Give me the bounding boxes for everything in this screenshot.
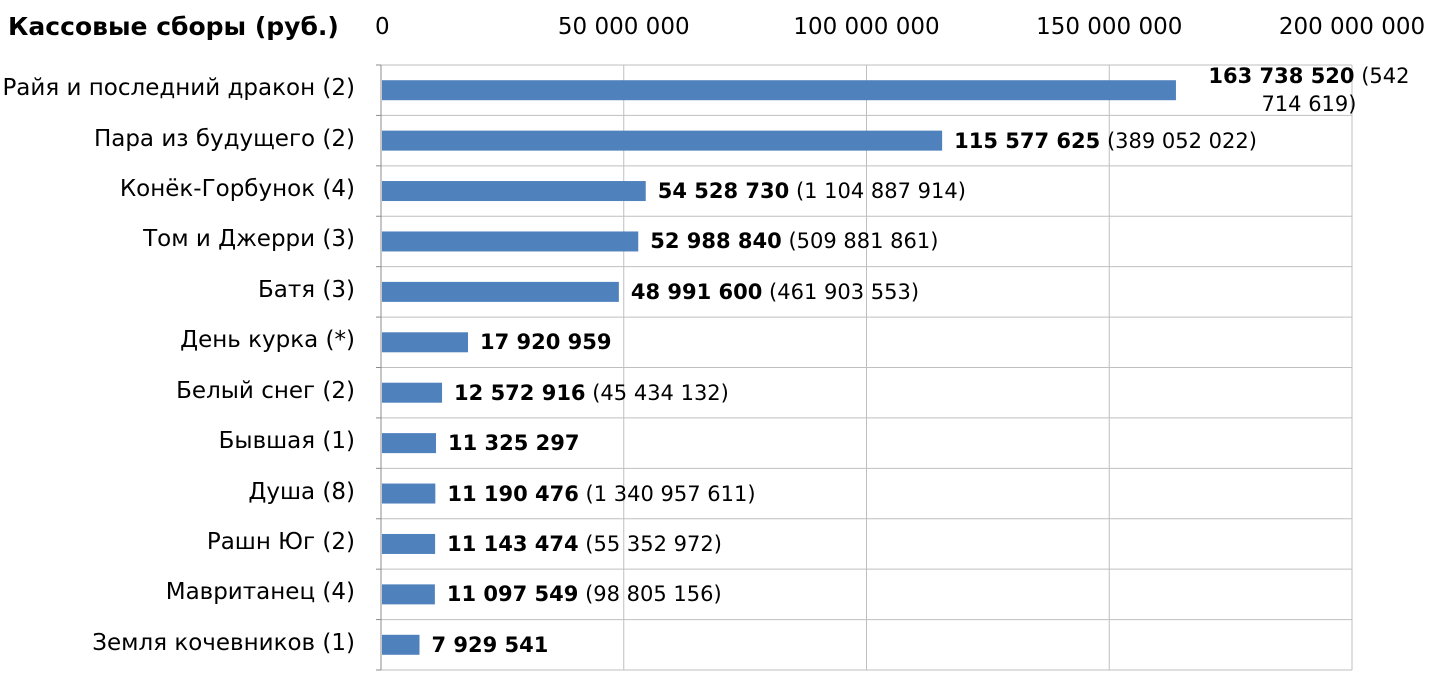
category-label: Земля кочевников (1) [92, 629, 355, 656]
category-label: Том и Джерри (3) [143, 226, 355, 253]
category-label: Рашн Юг (2) [206, 528, 355, 555]
chart-title: Кассовые сборы (руб.) [8, 12, 339, 41]
bar [382, 533, 436, 554]
total-label: (509 881 861) [781, 229, 939, 254]
data-label: 12 572 916 (45 434 132) [454, 379, 729, 407]
category-label: Душа (8) [248, 478, 355, 505]
x-tick-label: 100 000 000 [793, 14, 940, 40]
data-label: 7 929 541 [431, 631, 548, 659]
bar [382, 634, 420, 655]
bar [382, 181, 646, 202]
category-label: Пара из будущего (2) [93, 125, 355, 152]
total-label: (1 340 957 611) [578, 481, 756, 506]
value-label: 17 920 959 [480, 330, 612, 355]
total-label: (45 434 132) [585, 380, 729, 405]
bar [382, 281, 619, 302]
x-tick-label: 200 000 000 [1278, 14, 1426, 40]
data-label: 48 991 600 (461 903 553) [631, 278, 919, 306]
data-label: 11 190 476 (1 340 957 611) [447, 480, 755, 508]
data-label: 52 988 840 (509 881 861) [650, 227, 938, 255]
value-label: 48 991 600 [630, 279, 763, 304]
total-label: (542 714 619) [1261, 64, 1410, 117]
bar [382, 433, 436, 454]
category-label: Райя и последний дракон (2) [2, 75, 355, 102]
total-label: (389 052 022) [1100, 128, 1257, 153]
data-label: 11 097 549 (98 805 156) [447, 580, 722, 608]
category-label: Белый снег (2) [176, 377, 355, 404]
data-label: 11 143 474 (55 352 972) [447, 530, 722, 558]
data-label: 11 325 297 [448, 429, 580, 457]
total-label: (461 903 553) [762, 279, 920, 304]
category-label: Батя (3) [258, 276, 355, 303]
bar [382, 231, 639, 252]
bar [382, 584, 435, 605]
value-label: 54 528 730 [657, 179, 790, 204]
category-label: Бывшая (1) [218, 428, 355, 455]
value-label: 11 097 549 [446, 582, 579, 607]
x-tick-label: 150 000 000 [1036, 14, 1183, 40]
total-label: (55 352 972) [578, 531, 722, 556]
data-label: 163 738 520 (542 714 619) [1188, 62, 1430, 118]
value-label: 163 738 520 [1208, 64, 1355, 89]
data-label: 54 528 730 (1 104 887 914) [658, 177, 966, 205]
data-label: 17 920 959 [480, 328, 612, 356]
bar [382, 483, 436, 504]
category-label: День курка (*) [180, 327, 355, 354]
bar [382, 130, 943, 151]
total-label: (1 104 887 914) [789, 179, 966, 204]
value-label: 11 325 297 [447, 431, 580, 456]
value-label: 7 929 541 [431, 632, 549, 657]
category-label: Мавританец (4) [165, 579, 355, 606]
bar [382, 80, 1176, 101]
value-label: 12 572 916 [454, 380, 586, 405]
total-label: (98 805 156) [578, 582, 722, 607]
x-tick-label: 0 [375, 14, 390, 40]
category-label: Конёк-Горбунок (4) [119, 176, 355, 203]
value-label: 11 190 476 [447, 481, 579, 506]
bar [382, 332, 469, 353]
bar [382, 382, 443, 403]
value-label: 11 143 474 [447, 531, 579, 556]
data-label: 115 577 625 (389 052 022) [954, 127, 1257, 155]
value-label: 52 988 840 [650, 229, 782, 254]
x-tick-label: 50 000 000 [557, 14, 690, 40]
value-label: 115 577 625 [954, 128, 1101, 153]
